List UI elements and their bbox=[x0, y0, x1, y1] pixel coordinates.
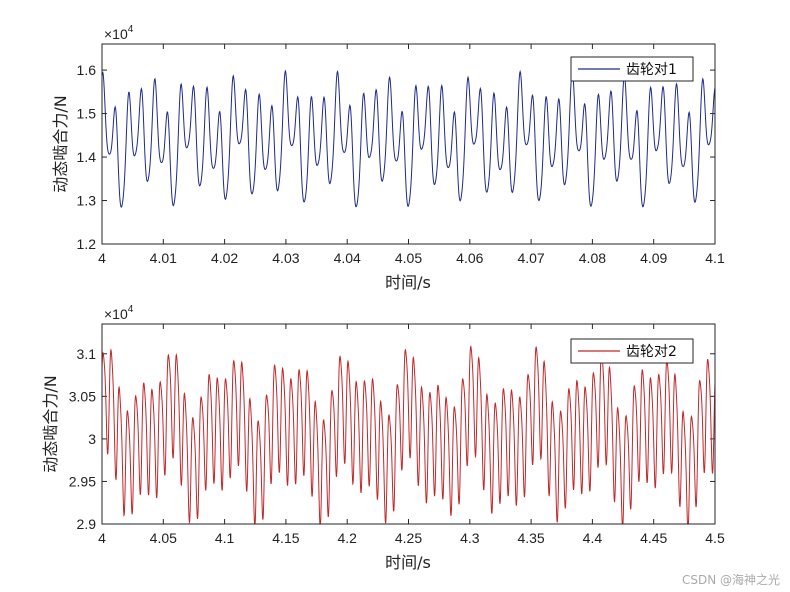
y-tick-label: 3.05 bbox=[69, 388, 96, 404]
series-line-gear-pair-2 bbox=[101, 345, 716, 525]
x-tick-label: 4.35 bbox=[517, 530, 544, 546]
x-tick-label: 4.2 bbox=[337, 530, 357, 546]
x-tick-label: 4.01 bbox=[150, 250, 177, 266]
y-tick-label: 1.4 bbox=[77, 149, 97, 165]
x-tick-label: 4.05 bbox=[395, 250, 422, 266]
legend-box-2 bbox=[570, 338, 694, 364]
legend-label-1: 齿轮对1 bbox=[626, 62, 677, 78]
x-tick-label: 4.25 bbox=[395, 530, 422, 546]
x-tick-label: 4.05 bbox=[150, 530, 177, 546]
axes-box-2 bbox=[101, 323, 716, 525]
y-tick-label: 3 bbox=[88, 431, 96, 447]
x-tick-label: 4.02 bbox=[211, 250, 238, 266]
x-tick-label: 4.09 bbox=[640, 250, 667, 266]
x-tick-label: 4.45 bbox=[640, 530, 667, 546]
x-tick-label: 4.4 bbox=[583, 530, 603, 546]
x-tick-label: 4.07 bbox=[517, 250, 544, 266]
y-tick-label: 1.2 bbox=[77, 236, 97, 252]
watermark: CSDN @海神之光 bbox=[681, 573, 780, 587]
axes-box-1 bbox=[101, 43, 716, 245]
y-tick-label: 2.9 bbox=[77, 516, 97, 532]
x-tick-label: 4.08 bbox=[579, 250, 606, 266]
x-tick-label: 4.15 bbox=[272, 530, 299, 546]
x-tick-label: 4.04 bbox=[334, 250, 361, 266]
legend-2: 齿轮对2 bbox=[570, 338, 694, 364]
series-line-gear-pair-1 bbox=[101, 69, 716, 209]
chart-panel-1: 4 4.01 4.02 4.03 4.04 4.05 4.06 4.07 4.08 4.09 4.1… bbox=[51, 24, 725, 292]
x-tick-label: 4.5 bbox=[705, 530, 725, 546]
x-tick-label: 4.1 bbox=[215, 530, 235, 546]
x-tick-label: 4.03 bbox=[272, 250, 299, 266]
x-tick-label: 4.1 bbox=[705, 250, 725, 266]
x-tick-labels-1: 4 4.01 4.02 4.03 4.04 4.05 4.06 4.07 4.08 4.09 4.1 bbox=[98, 250, 725, 266]
x-tick-label: 4.3 bbox=[460, 530, 480, 546]
x-tick-label: 4 bbox=[98, 530, 106, 546]
x-axis-label-1: 时间/s bbox=[385, 273, 431, 292]
y-tick-label: 1.3 bbox=[77, 193, 97, 209]
y-tick-labels-2: 2.9 2.95 3 3.05 3.1 bbox=[69, 346, 96, 532]
y-tick-labels-1: 1.2 1.3 1.4 1.5 1.6 bbox=[77, 62, 97, 252]
y-tick-label: 1.6 bbox=[77, 62, 97, 78]
legend-label-2: 齿轮对2 bbox=[626, 344, 677, 360]
y-tick-label: 1.5 bbox=[77, 106, 97, 122]
exponent-label-1: ×104 bbox=[104, 24, 134, 42]
chart-panel-2: 4 4.05 4.1 4.15 4.2 4.25 4.3 4.35 4.4 4.45 4.5 2.9… bbox=[41, 304, 725, 572]
y-tick-label: 3.1 bbox=[77, 346, 97, 362]
x-tick-label: 4.06 bbox=[456, 250, 483, 266]
x-tick-label: 4 bbox=[98, 250, 106, 266]
x-axis-label-2: 时间/s bbox=[385, 553, 431, 572]
x-tick-labels-2: 4 4.05 4.1 4.15 4.2 4.25 4.3 4.35 4.4 4.45 4.5 bbox=[98, 530, 725, 546]
exponent-label-2: ×104 bbox=[104, 304, 134, 322]
y-axis-label-2: 动态啮合力/N bbox=[41, 375, 60, 472]
y-tick-label: 2.95 bbox=[69, 473, 96, 489]
legend-1: 齿轮对1 bbox=[570, 56, 694, 82]
y-axis-label-1: 动态啮合力/N bbox=[51, 95, 70, 192]
